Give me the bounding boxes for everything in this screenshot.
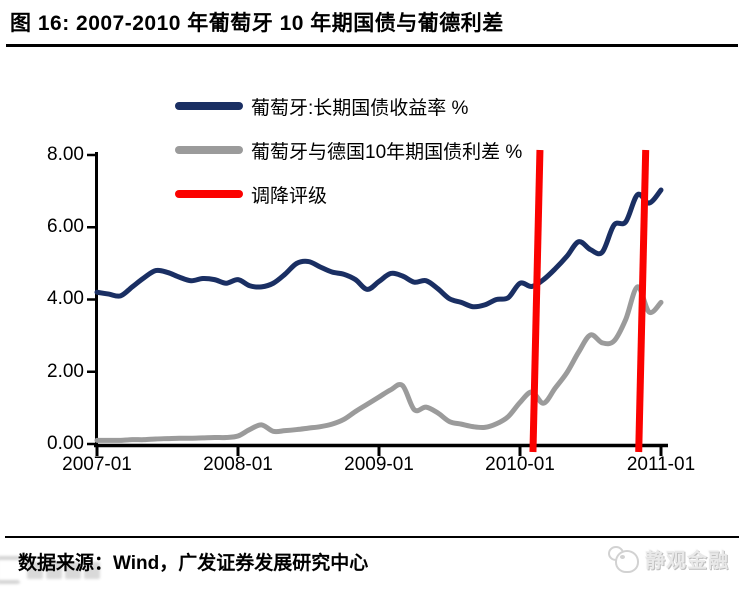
legend-label: 葡萄牙与德国10年期国债利差 %: [251, 141, 523, 163]
x-axis-label: 2011-01: [626, 454, 696, 475]
legend-item-yield: 葡萄牙:长期国债收益率 %: [175, 84, 522, 128]
watermark-logo-icon: [0, 556, 22, 584]
legend-label: 葡萄牙:长期国债收益率 %: [251, 97, 469, 119]
panda-icon: [606, 545, 640, 573]
corner-watermark: [0, 556, 103, 584]
title-divider: [6, 44, 738, 47]
x-axis-label: 2007-01: [62, 454, 132, 475]
downgrade-event-line: [529, 149, 544, 453]
portugal-germany-spread-line: [94, 284, 664, 443]
spread-line-swatch: [175, 146, 243, 154]
x-axis-label: 2010-01: [485, 454, 555, 475]
data-source: 数据来源：Wind，广发证券发展研究中心: [18, 553, 369, 574]
y-axis-label: 8.00: [47, 144, 84, 165]
brand-watermark: 静观金融: [606, 544, 729, 573]
legend-label: 调降评级: [251, 185, 328, 207]
brand-name: 静观金融: [645, 550, 729, 572]
yield-line-swatch: [175, 102, 243, 110]
y-axis-label: 4.00: [47, 288, 84, 309]
footer-divider: [5, 536, 739, 538]
legend-item-downgrade: 调降评级: [175, 172, 522, 216]
y-axis-label: 6.00: [47, 216, 84, 237]
y-axis-label: 2.00: [47, 361, 84, 382]
legend: 葡萄牙:长期国债收益率 % 葡萄牙与德国10年期国债利差 % 调降评级: [175, 84, 522, 216]
y-axis-label: 0.00: [47, 433, 84, 454]
legend-item-spread: 葡萄牙与德国10年期国债利差 %: [175, 128, 522, 172]
downgrade-line-swatch: [175, 190, 243, 198]
x-axis-label: 2009-01: [344, 454, 414, 475]
x-axis-label: 2008-01: [203, 454, 273, 475]
portugal-yield-line: [94, 187, 664, 310]
page-title: 图 16: 2007-2010 年葡萄牙 10 年期国债与葡德利差: [10, 12, 504, 35]
downgrade-event-line: [635, 149, 650, 453]
